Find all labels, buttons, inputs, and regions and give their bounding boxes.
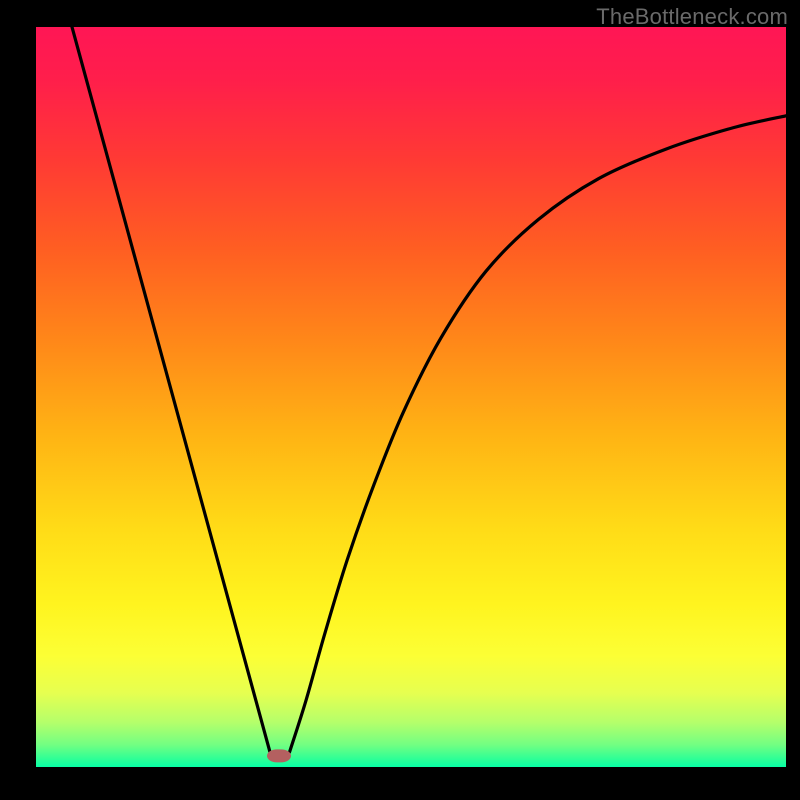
minimum-marker (267, 749, 291, 762)
watermark-text: TheBottleneck.com (596, 4, 788, 30)
bottleneck-curve-svg (36, 27, 786, 767)
curve-left-branch (72, 27, 270, 752)
curve-right-branch (290, 116, 787, 752)
